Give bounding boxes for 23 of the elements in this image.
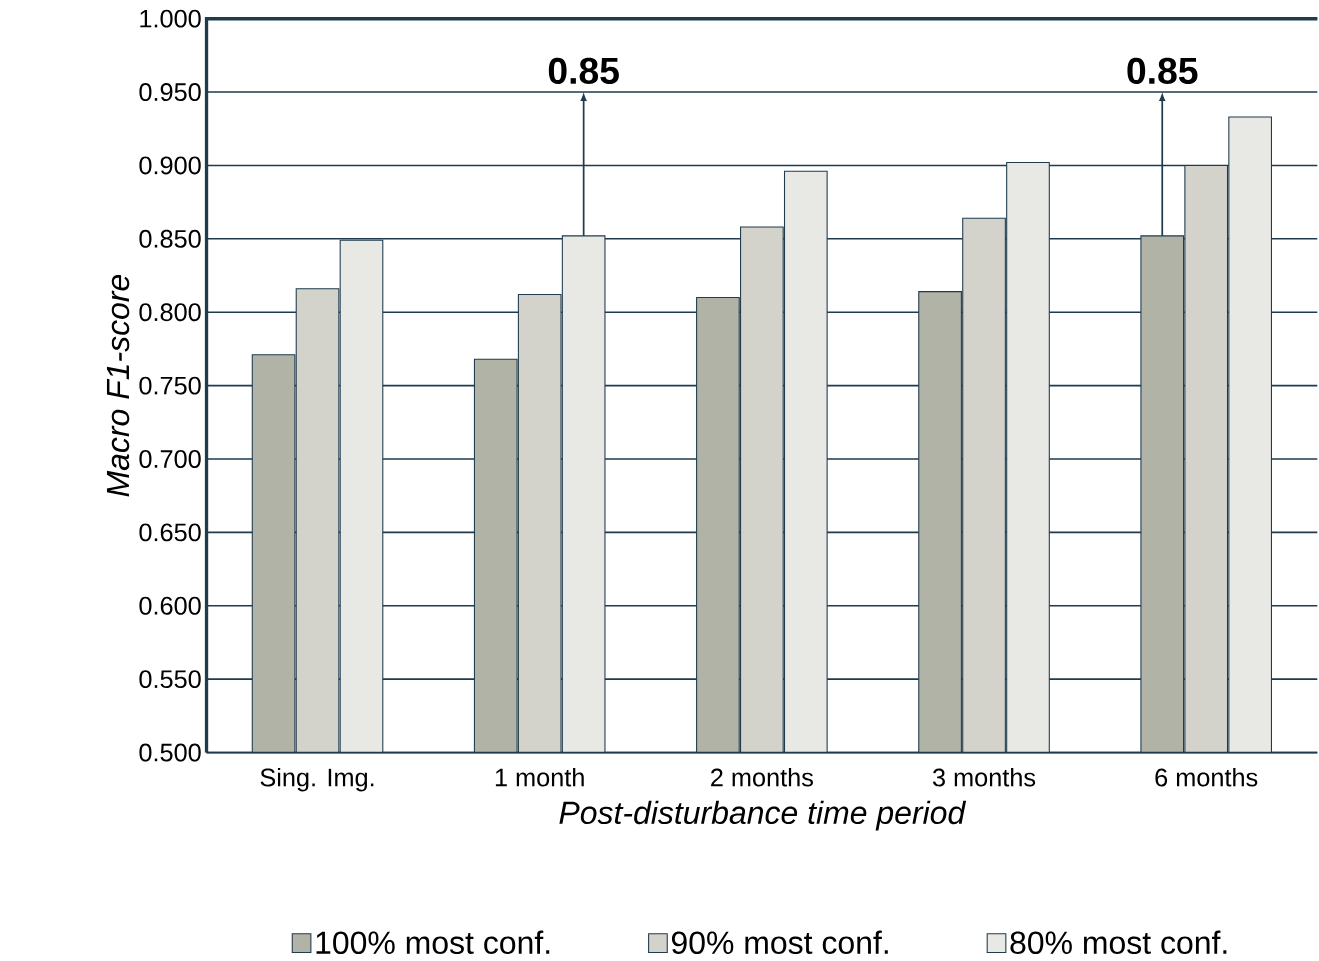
legend-label: 80% most conf. (1010, 930, 1227, 955)
y-tick-label: 0.650 (139, 523, 201, 542)
y-axis-title: Macro F1-score (106, 274, 130, 497)
y-tick-label: 0.600 (139, 596, 201, 615)
annotation: 0.85 (1127, 57, 1198, 85)
y-tick-label: 0.900 (139, 156, 201, 175)
y-tick-label: 0.850 (139, 229, 201, 248)
x-tick-label: 1 month (495, 767, 584, 787)
legend-label: 90% most conf. (671, 930, 888, 955)
x-axis-title: Post-disturbance time period (559, 800, 967, 831)
y-tick-label: 0.700 (139, 450, 201, 468)
y-tick-label: 0.750 (139, 376, 201, 395)
legend-label: 100% most conf. (316, 930, 550, 955)
x-tick-label: Sing. Img. (260, 767, 374, 792)
y-tick-label: 0.950 (139, 83, 201, 101)
x-tick-label: 3 months (932, 767, 1036, 787)
y-tick-label: 0.800 (139, 303, 201, 322)
y-tick-label: 0.500 (139, 743, 201, 762)
x-tick-label: 2 months (711, 767, 813, 787)
annotation: 0.85 (548, 57, 619, 85)
x-tick-label: 6 months (1155, 767, 1258, 787)
y-tick-label: 0.550 (139, 670, 201, 689)
y-tick-label: 1.000 (140, 9, 201, 28)
